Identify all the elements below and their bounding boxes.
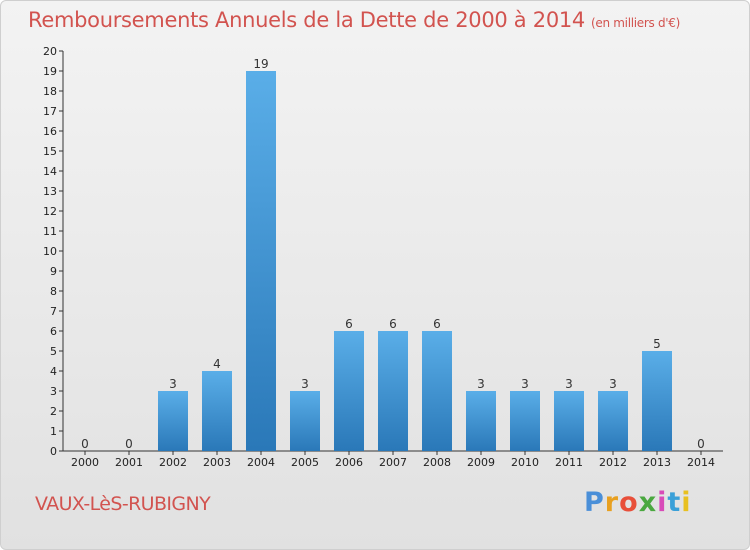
y-tick-label: 10 bbox=[43, 245, 57, 258]
bar-2013 bbox=[642, 351, 672, 451]
y-tick-label: 0 bbox=[50, 445, 57, 458]
commune-name: VAUX-LèS-RUBIGNY bbox=[35, 493, 211, 515]
bar-2011 bbox=[554, 391, 584, 451]
y-tick-label: 6 bbox=[50, 325, 57, 338]
x-tick-label: 2008 bbox=[423, 456, 451, 469]
bar-2009 bbox=[466, 391, 496, 451]
x-tick-label: 2005 bbox=[291, 456, 319, 469]
x-tick-label: 2012 bbox=[599, 456, 627, 469]
bar-2002 bbox=[158, 391, 188, 451]
y-tick-label: 15 bbox=[43, 145, 57, 158]
x-tick-label: 2002 bbox=[159, 456, 187, 469]
data-label-2007: 6 bbox=[389, 317, 397, 331]
y-tick-label: 7 bbox=[50, 305, 57, 318]
bar-2008 bbox=[422, 331, 452, 451]
bar-2005 bbox=[290, 391, 320, 451]
data-label-2013: 5 bbox=[653, 337, 661, 351]
x-tick-label: 2004 bbox=[247, 456, 275, 469]
chart-title: Remboursements Annuels de la Dette de 20… bbox=[28, 8, 680, 32]
data-label-2009: 3 bbox=[477, 377, 485, 391]
y-tick-label: 9 bbox=[50, 265, 57, 278]
proxiti-logo[interactable]: Proxiti bbox=[584, 487, 692, 518]
bar-2006 bbox=[334, 331, 364, 451]
chart-title-text: Remboursements Annuels de la Dette de 20… bbox=[28, 8, 585, 32]
data-label-2006: 6 bbox=[345, 317, 353, 331]
x-tick-label: 2009 bbox=[467, 456, 495, 469]
bar-2003 bbox=[202, 371, 232, 451]
bar-2012 bbox=[598, 391, 628, 451]
x-tick-label: 2000 bbox=[71, 456, 99, 469]
y-tick-label: 18 bbox=[43, 85, 57, 98]
x-tick-label: 2007 bbox=[379, 456, 407, 469]
y-tick-label: 5 bbox=[50, 345, 57, 358]
data-label-2008: 6 bbox=[433, 317, 441, 331]
data-label-2000: 0 bbox=[81, 437, 89, 451]
y-tick-label: 20 bbox=[43, 45, 57, 58]
y-tick-label: 2 bbox=[50, 405, 57, 418]
y-tick-label: 8 bbox=[50, 285, 57, 298]
x-tick-label: 2006 bbox=[335, 456, 363, 469]
data-label-2003: 4 bbox=[213, 357, 221, 371]
x-tick-label: 2010 bbox=[511, 456, 539, 469]
x-tick-label: 2001 bbox=[115, 456, 143, 469]
x-tick-label: 2013 bbox=[643, 456, 671, 469]
bar-2010 bbox=[510, 391, 540, 451]
data-label-2011: 3 bbox=[565, 377, 573, 391]
y-tick-label: 13 bbox=[43, 185, 57, 198]
y-tick-label: 1 bbox=[50, 425, 57, 438]
data-label-2014: 0 bbox=[697, 437, 705, 451]
x-tick-label: 2014 bbox=[687, 456, 715, 469]
bar-2004 bbox=[246, 71, 276, 451]
x-tick-label: 2011 bbox=[555, 456, 583, 469]
data-label-2005: 3 bbox=[301, 377, 309, 391]
y-tick-label: 3 bbox=[50, 385, 57, 398]
y-tick-label: 12 bbox=[43, 205, 57, 218]
y-tick-label: 4 bbox=[50, 365, 57, 378]
data-label-2002: 3 bbox=[169, 377, 177, 391]
data-label-2001: 0 bbox=[125, 437, 133, 451]
data-label-2012: 3 bbox=[609, 377, 617, 391]
chart-bars bbox=[158, 71, 672, 451]
y-tick-label: 14 bbox=[43, 165, 57, 178]
y-tick-label: 19 bbox=[43, 65, 57, 78]
data-label-2004: 19 bbox=[253, 57, 268, 71]
y-tick-label: 11 bbox=[43, 225, 57, 238]
y-tick-label: 17 bbox=[43, 105, 57, 118]
chart-unit: (en milliers d'€) bbox=[591, 16, 681, 30]
x-tick-label: 2003 bbox=[203, 456, 231, 469]
bar-2007 bbox=[378, 331, 408, 451]
chart-data-labels: 0 0 3 4 19 3 6 6 6 3 3 3 3 5 0 bbox=[81, 57, 705, 451]
y-tick-label: 16 bbox=[43, 125, 57, 138]
data-label-2010: 3 bbox=[521, 377, 529, 391]
